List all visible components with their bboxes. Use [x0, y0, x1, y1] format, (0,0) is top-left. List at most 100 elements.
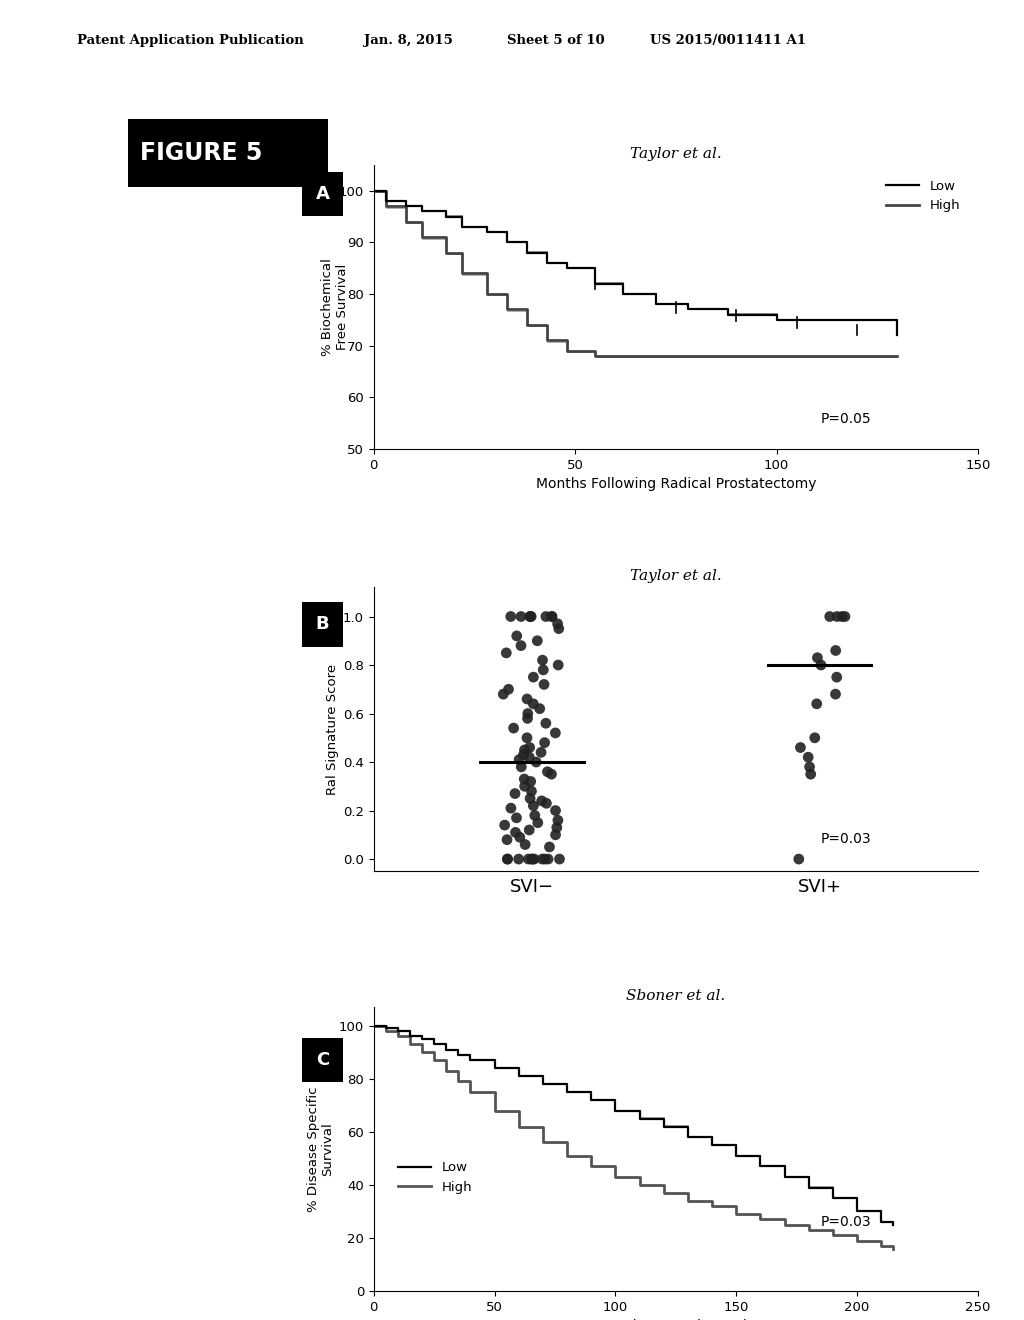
Point — [501, 678, 517, 700]
Point — [537, 733, 553, 754]
Point — [513, 606, 529, 627]
Point — [809, 693, 825, 714]
Point — [500, 849, 516, 870]
Point — [827, 640, 844, 661]
Point — [807, 727, 823, 748]
Point — [516, 768, 532, 789]
Point — [521, 737, 538, 758]
Point — [542, 837, 558, 858]
Point — [547, 722, 563, 743]
Point — [538, 606, 554, 627]
Point — [544, 606, 560, 627]
Text: Sheet 5 of 10: Sheet 5 of 10 — [507, 34, 604, 48]
Point — [837, 606, 853, 627]
Point — [535, 849, 551, 870]
Point — [548, 824, 564, 845]
Point — [521, 820, 538, 841]
Point — [496, 684, 512, 705]
Point — [536, 675, 552, 696]
Point — [513, 635, 529, 656]
Text: A: A — [315, 185, 330, 203]
Point — [498, 643, 514, 664]
Point — [828, 667, 845, 688]
Point — [548, 800, 564, 821]
Point — [508, 808, 524, 829]
Point — [520, 849, 537, 870]
Point — [528, 751, 545, 772]
Point — [536, 659, 552, 680]
Point — [511, 748, 527, 770]
Point — [549, 817, 565, 838]
Point — [507, 783, 523, 804]
Point — [524, 849, 541, 870]
Point — [522, 771, 539, 792]
Point — [524, 849, 541, 870]
Point — [550, 655, 566, 676]
Y-axis label: Ral Signature Score: Ral Signature Score — [326, 664, 339, 795]
Text: P=0.03: P=0.03 — [821, 1214, 871, 1229]
Point — [802, 756, 818, 777]
Point — [793, 737, 809, 758]
Y-axis label: % Biochemical
Free Survival: % Biochemical Free Survival — [321, 257, 348, 356]
Text: P=0.03: P=0.03 — [821, 832, 871, 846]
Point — [499, 829, 515, 850]
Point — [503, 606, 519, 627]
Text: FIGURE 5: FIGURE 5 — [140, 141, 262, 165]
Point — [531, 698, 548, 719]
Text: P=0.05: P=0.05 — [821, 412, 871, 426]
Point — [529, 630, 546, 651]
Text: Patent Application Publication: Patent Application Publication — [77, 34, 303, 48]
Point — [519, 727, 536, 748]
Point — [499, 849, 515, 870]
Point — [515, 744, 531, 766]
Point — [522, 606, 539, 627]
Point — [523, 780, 540, 801]
Point — [522, 788, 539, 809]
Point — [537, 849, 553, 870]
Point — [828, 606, 845, 627]
Point — [517, 834, 534, 855]
Text: C: C — [316, 1051, 329, 1069]
X-axis label: Months Following Radical Prostatectomy: Months Following Radical Prostatectomy — [536, 477, 816, 491]
Text: B: B — [315, 615, 330, 634]
Point — [535, 649, 551, 671]
Title: Sboner et al.: Sboner et al. — [627, 989, 725, 1003]
Point — [519, 704, 536, 725]
Point — [538, 713, 554, 734]
Point — [525, 667, 542, 688]
Point — [540, 849, 556, 870]
Title: Taylor et al.: Taylor et al. — [630, 147, 722, 161]
Point — [521, 747, 538, 768]
Point — [523, 606, 540, 627]
Point — [525, 693, 542, 714]
Text: US 2015/0011411 A1: US 2015/0011411 A1 — [650, 34, 806, 48]
Point — [497, 814, 513, 836]
Point — [821, 606, 838, 627]
Point — [803, 763, 819, 784]
Point — [506, 718, 522, 739]
Point — [827, 684, 844, 705]
Point — [516, 776, 532, 797]
Point — [521, 606, 538, 627]
Point — [507, 822, 523, 843]
Point — [539, 793, 555, 814]
Point — [526, 805, 543, 826]
Point — [551, 618, 567, 639]
Point — [544, 606, 560, 627]
Point — [834, 606, 850, 627]
Text: Jan. 8, 2015: Jan. 8, 2015 — [364, 34, 453, 48]
Point — [526, 849, 543, 870]
Point — [511, 849, 527, 870]
Point — [532, 742, 549, 763]
Point — [540, 762, 556, 783]
Point — [550, 614, 566, 635]
Legend: Low, High: Low, High — [392, 1156, 477, 1200]
Title: Taylor et al.: Taylor et al. — [630, 569, 722, 583]
Point — [800, 747, 816, 768]
Point — [551, 849, 567, 870]
Point — [519, 689, 536, 710]
Point — [503, 797, 519, 818]
Point — [513, 756, 529, 777]
Point — [534, 791, 550, 812]
Point — [809, 647, 825, 668]
